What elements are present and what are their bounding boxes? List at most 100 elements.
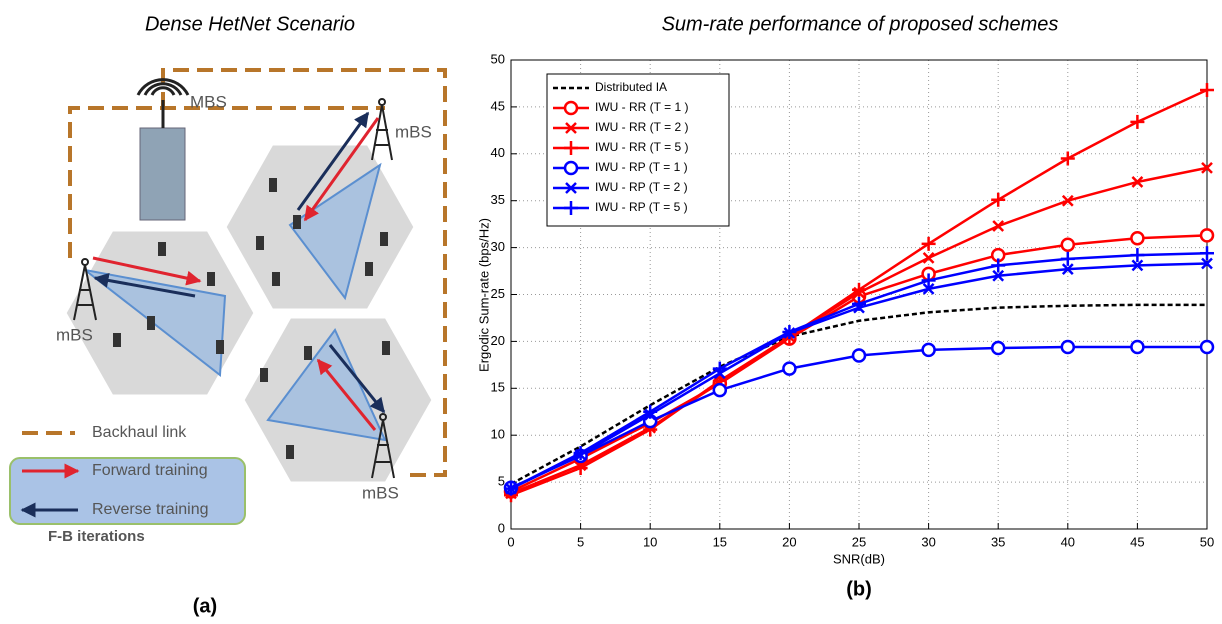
x-tick-label: 35 xyxy=(991,534,1005,549)
point-shape xyxy=(1061,263,1074,276)
x-axis-label: SNR(dB) xyxy=(833,551,885,566)
point xyxy=(565,122,577,134)
backhaul-link xyxy=(68,106,385,258)
x-tick-label: 0 xyxy=(507,534,514,549)
legend-label: IWU - RR (T = 2 ) xyxy=(595,120,688,134)
label-mbs-small: mBS xyxy=(56,325,93,344)
legend-label: Distributed IA xyxy=(595,80,667,94)
point xyxy=(921,342,936,358)
y-tick-label: 5 xyxy=(498,474,505,489)
point-shape xyxy=(992,220,1005,232)
legend-label: IWU - RR (T = 5 ) xyxy=(595,140,688,154)
point xyxy=(852,296,866,311)
forward-arrow xyxy=(92,256,202,286)
legend-box xyxy=(546,73,730,227)
point-shape xyxy=(712,382,728,398)
phones xyxy=(113,178,390,459)
point xyxy=(1199,228,1215,243)
point-shape xyxy=(782,361,797,376)
x-tick-label: 45 xyxy=(1130,534,1144,549)
legend-label: Forward training xyxy=(92,462,208,479)
point-shape xyxy=(1130,230,1145,246)
plot-frame xyxy=(510,59,1208,530)
point xyxy=(1060,151,1075,166)
caption: (b) xyxy=(846,578,872,600)
point xyxy=(1201,161,1213,174)
point xyxy=(1130,114,1145,129)
point xyxy=(563,160,579,176)
point xyxy=(1060,339,1076,355)
point xyxy=(1200,246,1214,261)
point-shape xyxy=(1199,228,1215,243)
y-tick-label: 50 xyxy=(491,51,505,66)
point xyxy=(573,446,588,461)
coverage xyxy=(266,328,387,442)
point-shape xyxy=(1060,237,1076,253)
point xyxy=(921,236,936,251)
y-tick-label: 30 xyxy=(491,239,505,254)
point-shape xyxy=(1201,161,1213,174)
reverse-arrow xyxy=(93,273,196,298)
reverse-arrow xyxy=(296,111,370,211)
x-tick-label: 15 xyxy=(713,534,727,549)
point-shape xyxy=(1199,339,1215,355)
point xyxy=(991,258,1006,273)
y-tick-label: 15 xyxy=(491,380,505,395)
point-shape xyxy=(1060,339,1076,355)
point-shape xyxy=(990,340,1006,356)
point-shape xyxy=(1131,259,1144,272)
label-mbs-small: mBS xyxy=(395,122,432,141)
point xyxy=(1199,339,1215,355)
point xyxy=(712,361,727,376)
building xyxy=(139,127,186,221)
point xyxy=(1131,259,1144,272)
y-tick-label: 45 xyxy=(491,98,505,113)
x-tick-label: 30 xyxy=(921,534,935,549)
point xyxy=(1061,194,1074,207)
point-shape xyxy=(992,269,1005,282)
forward-arrow xyxy=(316,358,377,431)
point-shape xyxy=(922,282,935,295)
point-shape xyxy=(1061,194,1074,207)
y-axis-label: Ergodic Sum-rate (bps/Hz) xyxy=(476,218,491,372)
x-tick-label: 5 xyxy=(577,534,584,549)
point xyxy=(564,141,578,155)
legend-label: Reverse training xyxy=(92,501,209,518)
point xyxy=(1060,251,1075,266)
y-tick-label: 35 xyxy=(491,192,505,207)
x-tick-label: 20 xyxy=(782,534,796,549)
legend-label: F-B iterations xyxy=(48,528,145,545)
forward-arrow xyxy=(303,117,380,222)
point xyxy=(504,481,518,496)
point xyxy=(851,348,867,363)
y-tick-label: 20 xyxy=(491,333,505,348)
point xyxy=(921,273,936,288)
point-shape xyxy=(922,252,935,264)
y-tick-label: 25 xyxy=(491,286,505,301)
caption: (a) xyxy=(193,595,217,617)
y-tick-label: 40 xyxy=(491,145,505,160)
point xyxy=(712,382,728,398)
point-shape xyxy=(565,182,577,194)
legend-label: Backhaul link xyxy=(92,424,187,441)
point xyxy=(852,282,866,297)
point xyxy=(1060,237,1076,253)
point-shape xyxy=(921,342,936,358)
point xyxy=(1130,339,1145,355)
point xyxy=(564,201,578,215)
point xyxy=(643,404,658,419)
tower xyxy=(371,98,393,161)
point xyxy=(563,100,579,116)
reverse-arrow xyxy=(328,344,386,414)
x-tick-label: 50 xyxy=(1200,534,1214,549)
coverage xyxy=(288,162,382,301)
point-shape xyxy=(1201,257,1213,270)
legend-label: IWU - RP (T = 1 ) xyxy=(595,160,688,174)
point xyxy=(782,361,797,376)
point xyxy=(990,340,1006,356)
point xyxy=(992,269,1005,282)
point xyxy=(1061,263,1074,276)
legend-label: IWU - RP (T = 2 ) xyxy=(595,180,688,194)
point xyxy=(1200,83,1214,98)
point-shape xyxy=(1130,339,1145,355)
